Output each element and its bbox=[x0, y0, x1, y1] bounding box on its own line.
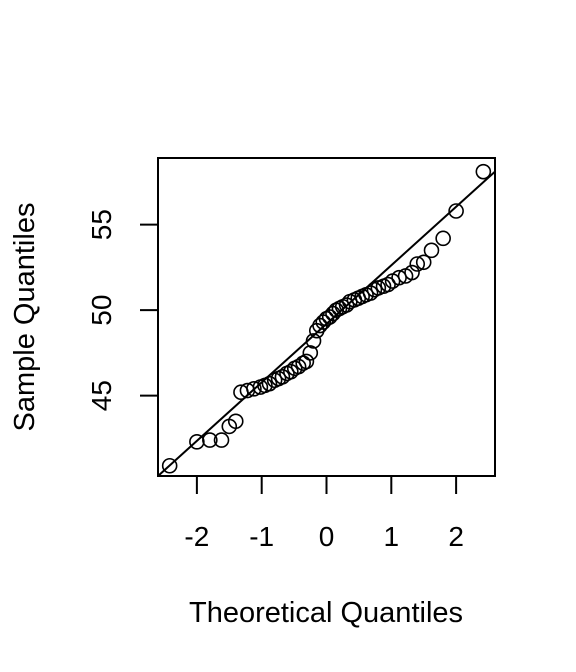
y-tick-label-1: 50 bbox=[86, 295, 117, 326]
y-axis: 45 50 55 bbox=[86, 209, 159, 411]
data-point-17 bbox=[283, 363, 299, 380]
data-point-23 bbox=[305, 333, 322, 349]
data-point-3 bbox=[202, 432, 218, 448]
data-point-48 bbox=[409, 256, 426, 272]
x-axis-title: Theoretical Quantiles bbox=[189, 597, 463, 629]
data-point-4 bbox=[213, 432, 230, 448]
y-tick-label-2: 55 bbox=[86, 209, 117, 240]
x-tick-label-0: -2 bbox=[184, 521, 209, 552]
y-axis-title: Sample Quantiles bbox=[9, 203, 41, 432]
data-point-51 bbox=[435, 230, 451, 247]
y-tick-label-0: 45 bbox=[86, 380, 117, 411]
data-point-53 bbox=[475, 163, 492, 180]
x-tick-label-3: 1 bbox=[384, 521, 400, 552]
data-point-39 bbox=[362, 285, 379, 301]
data-point-19 bbox=[290, 358, 307, 375]
data-point-15 bbox=[274, 369, 291, 385]
data-point-22 bbox=[302, 345, 319, 361]
data-point-47 bbox=[404, 264, 420, 281]
x-tick-label-1: -1 bbox=[249, 521, 274, 552]
x-tick-label-2: 0 bbox=[319, 521, 335, 552]
data-points bbox=[161, 163, 492, 474]
data-point-9 bbox=[246, 381, 262, 397]
x-axis: -2 -1 0 1 2 bbox=[184, 475, 464, 552]
data-point-1 bbox=[161, 457, 178, 474]
data-point-45 bbox=[391, 269, 407, 286]
data-point-6 bbox=[227, 413, 244, 430]
data-point-20 bbox=[295, 355, 311, 371]
data-point-50 bbox=[423, 242, 440, 259]
data-point-43 bbox=[380, 276, 396, 293]
data-point-21 bbox=[298, 353, 315, 370]
data-point-2 bbox=[189, 434, 205, 450]
data-point-52 bbox=[448, 203, 464, 219]
data-point-33 bbox=[338, 297, 355, 313]
x-tick-label-4: 2 bbox=[448, 521, 464, 552]
data-point-49 bbox=[415, 254, 432, 271]
